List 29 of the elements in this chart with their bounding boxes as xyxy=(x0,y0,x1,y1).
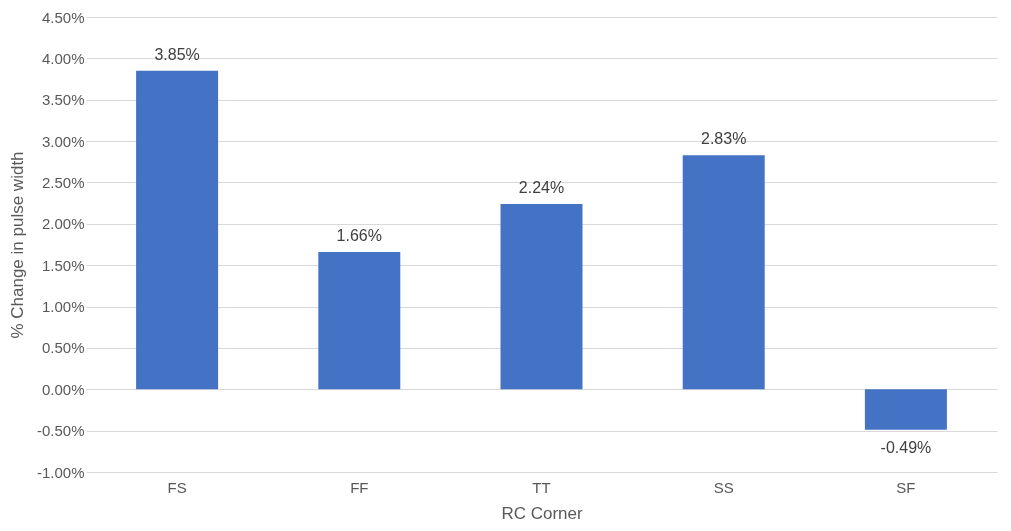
y-tick-label: 0.50% xyxy=(41,339,85,357)
x-tick-label: SF xyxy=(896,478,916,496)
x-tick-label: SS xyxy=(713,478,734,496)
data-label: -0.49% xyxy=(880,438,932,456)
y-tick-label: 3.00% xyxy=(41,132,85,150)
bar xyxy=(318,251,401,390)
bar xyxy=(682,155,765,390)
y-tick-label: 4.50% xyxy=(41,8,85,26)
data-label: 2.83% xyxy=(701,130,747,148)
data-label: 3.85% xyxy=(154,45,200,63)
x-tick-label: FF xyxy=(350,478,369,496)
bar xyxy=(500,203,583,390)
x-tick-label: FS xyxy=(167,478,187,496)
y-tick-label: 2.50% xyxy=(41,173,85,191)
y-tick-label: -1.00% xyxy=(36,463,85,481)
y-tick-label: 1.00% xyxy=(41,298,85,316)
y-tick-label: 3.50% xyxy=(41,91,85,109)
bar xyxy=(136,70,219,390)
x-tick-label: TT xyxy=(532,478,551,496)
data-label: 1.66% xyxy=(336,226,382,244)
y-tick-label: 4.00% xyxy=(41,49,85,67)
y-tick-label: 0.00% xyxy=(41,380,85,398)
bar xyxy=(864,389,947,430)
y-tick-label: 2.00% xyxy=(41,215,85,233)
data-label: 2.24% xyxy=(518,178,565,196)
y-tick-label: -0.50% xyxy=(36,422,85,440)
y-tick-label: 1.50% xyxy=(41,256,85,274)
y-axis-title: % Change in pulse width xyxy=(7,151,27,339)
x-axis-title: RC Corner xyxy=(501,503,583,523)
